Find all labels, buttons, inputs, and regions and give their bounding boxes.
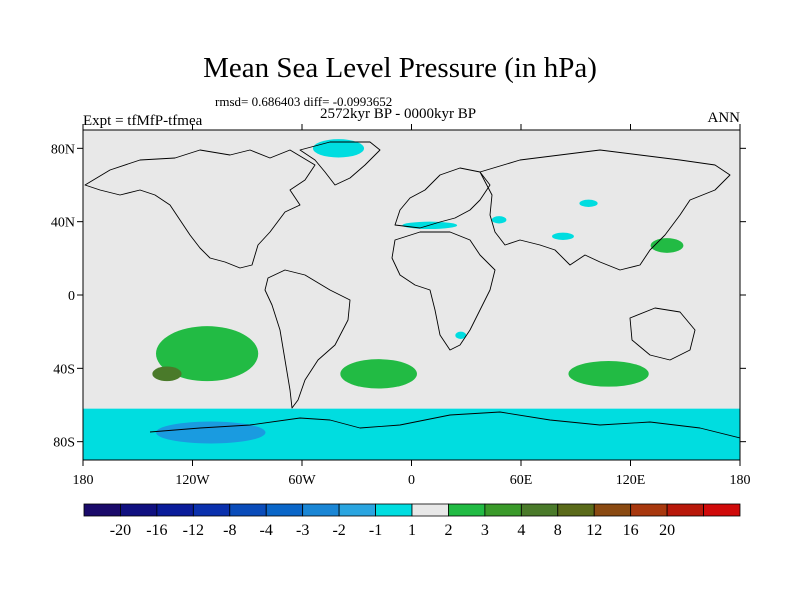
colorbar-swatch: [666, 503, 704, 517]
lon-tick-label: 60W: [288, 473, 316, 488]
period-label: 2572kyr BP - 0000kyr BP: [320, 106, 477, 122]
region-greenland-low: [312, 139, 365, 158]
colorbar-label: 3: [481, 522, 489, 539]
coast-south-america: [264, 269, 351, 409]
region-japan-high: [650, 238, 684, 253]
colorbar-label: -12: [183, 522, 204, 539]
colorbar-label: -8: [223, 522, 236, 539]
colorbar-label: -1: [369, 522, 382, 539]
colorbar-swatch: [265, 503, 304, 517]
page-title: Mean Sea Level Pressure (in hPa): [203, 52, 597, 84]
colorbar-label: 16: [623, 522, 639, 539]
colorbar-swatch: [156, 503, 194, 517]
lon-tick-label: 180: [73, 473, 94, 488]
coast-north-america: [84, 149, 316, 269]
lat-tick-label: 0: [68, 289, 75, 304]
colorbar-label: 2: [444, 522, 452, 539]
colorbar-swatch: [302, 503, 340, 517]
colorbar: -20 -16 -12 -8 -4 -3 -2 -1 1 2 3 4 8 12 16 20: [83, 503, 741, 539]
ocean-background: [83, 130, 740, 460]
colorbar-swatch: [703, 503, 741, 517]
map-axes: 80N 40N 0 40S 80S 180 120W 60W 0 60E 120E 180: [51, 124, 751, 488]
colorbar-swatch: [120, 503, 158, 517]
colorbar-swatch: [593, 503, 632, 517]
coastlines: [84, 141, 740, 439]
colorbar-label: 4: [517, 522, 525, 539]
colorbar-swatch: [411, 503, 449, 517]
map-field: [83, 130, 740, 460]
season-label: ANN: [707, 110, 741, 126]
region-south-atlantic-high: [340, 359, 417, 389]
colorbar-label: 1: [408, 522, 416, 539]
lon-tick-label: 120W: [175, 473, 210, 488]
colorbar-swatch: [630, 503, 668, 517]
colorbar-swatch: [375, 503, 413, 517]
colorbar-label: -2: [332, 522, 345, 539]
region-mongolia-low: [579, 199, 598, 207]
colorbar-label: 20: [659, 522, 675, 539]
lat-tick-label: 40N: [51, 216, 75, 231]
colorbar-swatch: [229, 503, 267, 517]
colorbar-label: 8: [554, 522, 562, 539]
region-indian-ocean-high: [568, 361, 649, 387]
colorbar-swatch: [484, 503, 522, 517]
colorbar-swatch: [192, 503, 231, 517]
coast-europe: [394, 167, 491, 229]
colorbar-label: 12: [586, 522, 602, 539]
colorbar-swatch: [338, 503, 376, 517]
colorbar-swatch: [83, 503, 121, 517]
lat-tick-label: 40S: [53, 362, 75, 377]
coast-australia: [629, 307, 696, 361]
lon-tick-label: 180: [730, 473, 751, 488]
coast-asia: [479, 149, 731, 271]
region-antarctic-deep-low: [156, 421, 266, 444]
coast-africa: [391, 231, 496, 351]
stats-line: rmsd= 0.686403 diff= -0.0993652: [215, 94, 393, 109]
colorbar-label: -3: [296, 522, 309, 539]
lon-tick-label: 60E: [510, 473, 533, 488]
lat-tick-label: 80N: [51, 142, 75, 157]
colorbar-swatch: [520, 503, 559, 517]
colorbar-swatch: [448, 503, 486, 517]
colorbar-label: -20: [110, 522, 131, 539]
experiment-label: Expt = tfMfP-tfmea: [83, 113, 203, 129]
colorbar-label: -16: [146, 522, 167, 539]
region-caspian-low: [491, 216, 507, 224]
colorbar-label: -4: [260, 522, 273, 539]
colorbar-swatch: [557, 503, 595, 517]
coast-greenland: [299, 141, 381, 186]
coast-antarctica: [149, 411, 740, 439]
lon-tick-label: 0: [408, 473, 415, 488]
region-south-pacific-core: [152, 366, 182, 382]
lat-tick-label: 80S: [53, 436, 75, 451]
region-tibet-low: [552, 232, 574, 240]
lon-tick-label: 120E: [616, 473, 646, 488]
region-south-pacific-high: [156, 326, 259, 382]
region-southern-africa-low: [455, 331, 467, 340]
